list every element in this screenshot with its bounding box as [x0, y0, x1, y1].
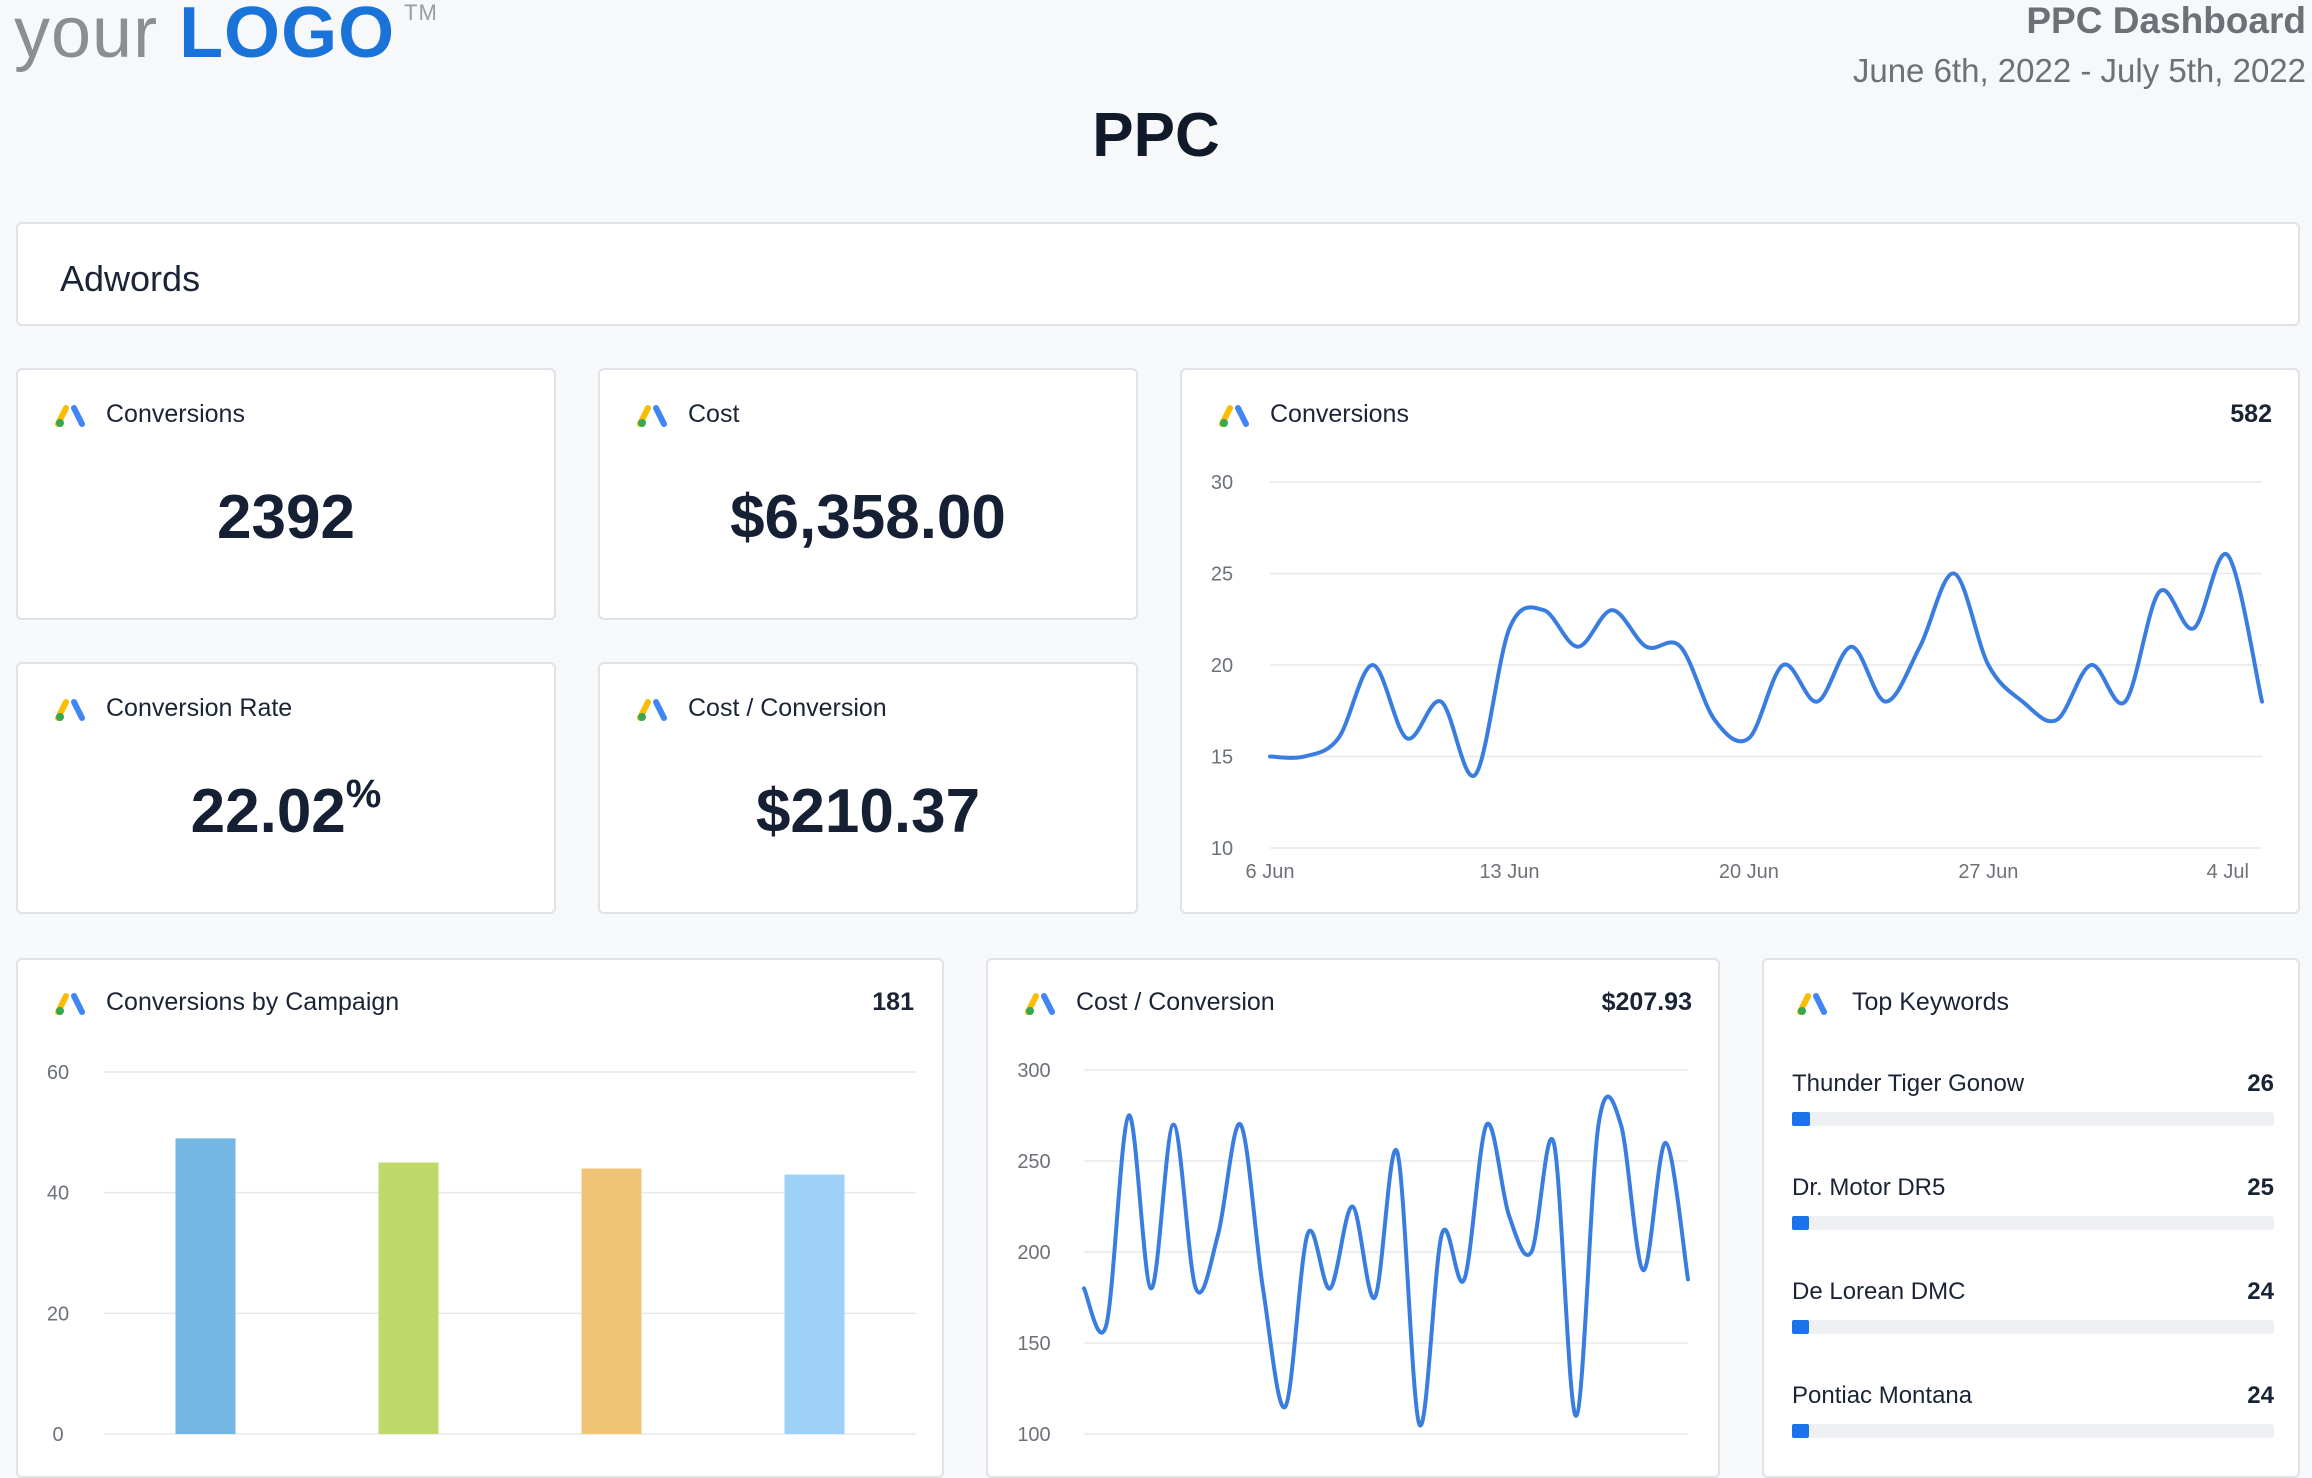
- y-tick-label: 100: [1017, 1424, 1050, 1446]
- section-title: Adwords: [60, 258, 200, 300]
- google-ads-icon: [636, 400, 668, 428]
- y-tick-label: 300: [1017, 1060, 1050, 1082]
- keyword-row: Thunder Tiger Gonow 26: [1792, 1070, 2274, 1134]
- keyword-name: De Lorean DMC: [1792, 1278, 1965, 1306]
- campaign-bar-chart: 0 20 40 60: [18, 960, 942, 1476]
- x-tick-label: 27 Jun: [1958, 861, 2018, 883]
- keyword-value: 25: [2247, 1174, 2274, 1202]
- google-ads-icon: [1796, 988, 1828, 1016]
- section-header-adwords: Adwords: [16, 222, 2300, 326]
- x-tick-label: 6 Jun: [1246, 861, 1295, 883]
- keyword-bar-track: [1792, 1112, 2274, 1126]
- top-keywords-card: Top Keywords Thunder Tiger Gonow 26 Dr. …: [1762, 958, 2300, 1478]
- kpi-label: Conversion Rate: [106, 694, 292, 723]
- google-ads-icon: [636, 694, 668, 722]
- keyword-bar-track: [1792, 1216, 2274, 1230]
- logo-text-your: your: [14, 0, 158, 73]
- google-ads-icon: [54, 694, 86, 722]
- logo-text-brand: LOGO: [179, 0, 395, 73]
- kpi-value: $210.37: [600, 776, 1136, 847]
- keyword-value: 24: [2247, 1278, 2274, 1306]
- date-range: June 6th, 2022 - July 5th, 2022: [1853, 52, 2306, 90]
- google-ads-icon: [54, 400, 86, 428]
- kpi-value: 2392: [18, 482, 554, 553]
- keyword-row: De Lorean DMC 24: [1792, 1278, 2274, 1342]
- keyword-bar-fill: [1792, 1424, 1809, 1438]
- keyword-name: Pontiac Montana: [1792, 1382, 1972, 1410]
- x-tick-label: 13 Jun: [1479, 861, 1539, 883]
- kpi-card-conversions: Conversions 2392: [16, 368, 556, 620]
- keyword-bar-track: [1792, 1424, 2274, 1438]
- y-tick-label: 15: [1211, 747, 1233, 769]
- kpi-card-cost: Cost $6,358.00: [598, 368, 1138, 620]
- keyword-row: Pontiac Montana 24: [1792, 1382, 2274, 1446]
- y-tick-label: 200: [1017, 1242, 1050, 1264]
- keyword-bar-fill: [1792, 1216, 1809, 1230]
- company-logo: your LOGO TM: [14, 0, 395, 74]
- conversions-line-chart: 10 15 20 25 30 6 Jun 13 Jun 20 Jun 27 Jun 4 Jul: [1182, 370, 2298, 912]
- keyword-name: Thunder Tiger Gonow: [1792, 1070, 2024, 1098]
- y-tick-label: 10: [1211, 838, 1233, 860]
- dashboard-title: PPC Dashboard: [2026, 0, 2306, 42]
- page-title: PPC: [0, 100, 2312, 171]
- keyword-name: Dr. Motor DR5: [1792, 1174, 1945, 1202]
- kpi-card-conversion-rate: Conversion Rate 22.02%: [16, 662, 556, 914]
- y-tick-label: 0: [52, 1424, 63, 1446]
- kpi-label: Conversions: [106, 400, 245, 429]
- y-tick-label: 40: [47, 1183, 69, 1205]
- keyword-bar-track: [1792, 1320, 2274, 1334]
- kpi-card-cost-per-conversion: Cost / Conversion $210.37: [598, 662, 1138, 914]
- kpi-label: Cost / Conversion: [688, 694, 887, 723]
- bar: [176, 1138, 236, 1434]
- keyword-row: Dr. Motor DR5 25: [1792, 1174, 2274, 1238]
- cost-per-conversion-line-chart: 100 150 200 250 300: [988, 960, 1718, 1476]
- y-tick-label: 60: [47, 1062, 69, 1084]
- y-tick-label: 25: [1211, 564, 1233, 586]
- y-tick-label: 30: [1211, 472, 1233, 494]
- keyword-value: 26: [2247, 1070, 2274, 1098]
- bar: [582, 1169, 642, 1434]
- x-tick-label: 20 Jun: [1719, 861, 1779, 883]
- x-tick-label: 4 Jul: [2207, 861, 2249, 883]
- series-line: [1084, 1097, 1688, 1426]
- card-title: Top Keywords: [1852, 988, 2009, 1017]
- keyword-bar-fill: [1792, 1112, 1810, 1126]
- y-tick-label: 20: [1211, 655, 1233, 677]
- kpi-value: 22.02%: [18, 776, 554, 847]
- keyword-bar-fill: [1792, 1320, 1809, 1334]
- kpi-value-number: 22.02: [191, 777, 346, 846]
- kpi-label: Cost: [688, 400, 739, 429]
- y-tick-label: 250: [1017, 1151, 1050, 1173]
- bar: [785, 1175, 845, 1434]
- y-tick-label: 20: [47, 1303, 69, 1325]
- bar: [379, 1163, 439, 1435]
- logo-trademark: TM: [404, 0, 438, 26]
- kpi-value: $6,358.00: [600, 482, 1136, 553]
- kpi-value-unit: %: [346, 772, 382, 816]
- keyword-value: 24: [2247, 1382, 2274, 1410]
- y-tick-label: 150: [1017, 1333, 1050, 1355]
